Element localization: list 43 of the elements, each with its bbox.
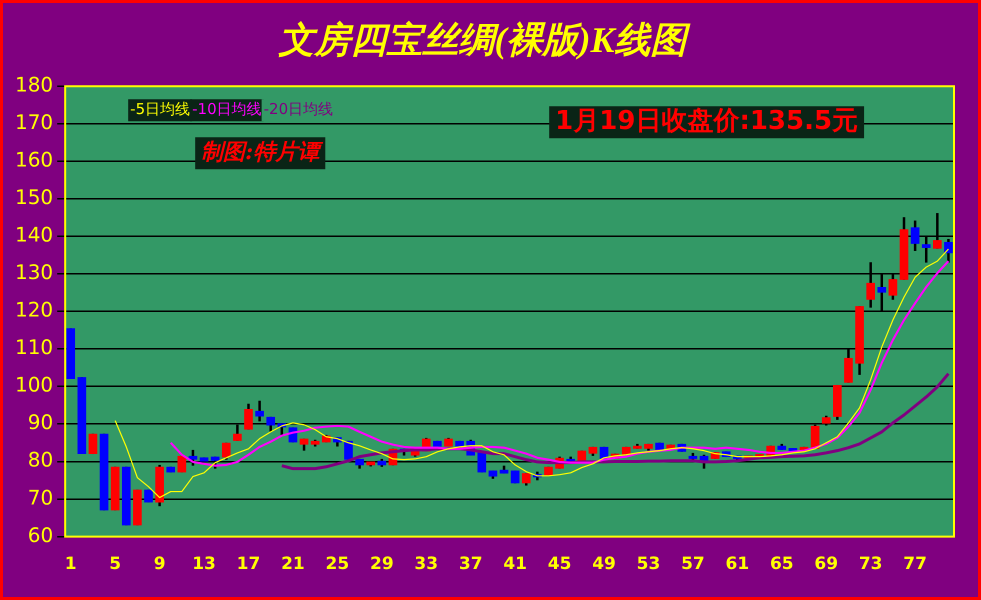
text: -20日均线 (264, 100, 334, 118)
candlestick (522, 472, 531, 487)
y-tick-label: 180 (14, 72, 54, 96)
y-tick-label: 100 (14, 372, 54, 397)
y-tick-label: 130 (14, 260, 54, 284)
candlestick (510, 469, 520, 485)
text: -5日均线 (130, 100, 190, 118)
candlestick (300, 437, 308, 452)
x-tick-label: 17 (236, 554, 260, 574)
text: -10日均线 (192, 100, 262, 118)
x-tick-label: 57 (681, 554, 705, 574)
x-tick-label: 49 (592, 554, 616, 574)
chart-title: 文房四宝丝绸(裸版)K线图 (278, 20, 692, 60)
x-tick-label: 13 (192, 554, 216, 574)
x-tick-label: 37 (458, 554, 483, 574)
y-tick-label: 70 (28, 485, 54, 510)
x-tick-label: 65 (770, 554, 794, 574)
x-tick-label: 29 (370, 554, 394, 574)
x-tick-label: 9 (154, 554, 166, 574)
annotation: 制图:特片谭 (201, 138, 324, 165)
x-tick-label: 53 (636, 554, 660, 574)
annotation: 1月19日收盘价:135.5元 (555, 106, 858, 136)
x-tick-label: 77 (903, 554, 927, 574)
x-tick-label: 45 (548, 554, 572, 574)
y-tick-label: 90 (28, 410, 54, 434)
x-tick-label: 41 (503, 554, 527, 574)
x-tick-label: 21 (281, 554, 305, 574)
x-tick-label: 61 (726, 554, 750, 574)
y-tick-label: 150 (14, 185, 54, 210)
x-tick-label: 33 (414, 554, 438, 574)
y-tick-label: 110 (14, 335, 54, 360)
x-tick-label: 25 (326, 554, 350, 574)
x-tick-label: 69 (814, 554, 838, 574)
y-tick-label: 170 (14, 110, 54, 134)
x-tick-label: 73 (858, 554, 883, 574)
y-tick-label: 80 (28, 448, 54, 472)
y-tick-label: 140 (14, 222, 54, 247)
candlestick (944, 238, 953, 264)
x-tick-label: 1 (64, 554, 77, 574)
y-tick-label: 60 (28, 522, 54, 547)
x-tick-label: 5 (109, 554, 122, 574)
y-tick-label: 160 (14, 147, 54, 172)
y-tick-label: 120 (14, 298, 54, 322)
